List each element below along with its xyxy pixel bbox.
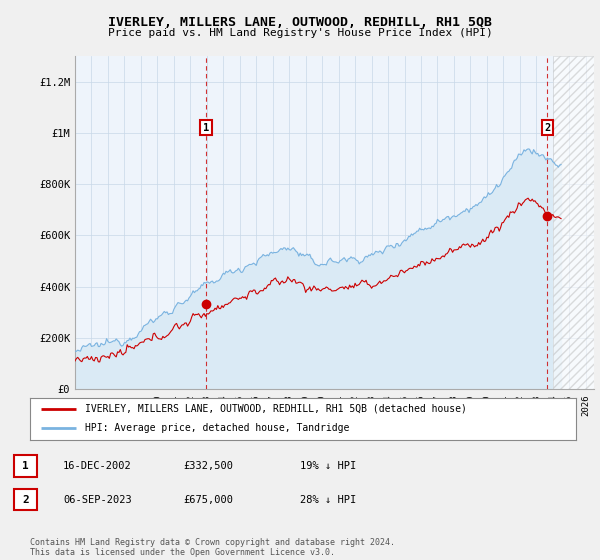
Text: Price paid vs. HM Land Registry's House Price Index (HPI): Price paid vs. HM Land Registry's House … bbox=[107, 28, 493, 38]
Text: 1: 1 bbox=[22, 461, 29, 471]
Text: 28% ↓ HPI: 28% ↓ HPI bbox=[300, 494, 356, 505]
Text: IVERLEY, MILLERS LANE, OUTWOOD, REDHILL, RH1 5QB (detached house): IVERLEY, MILLERS LANE, OUTWOOD, REDHILL,… bbox=[85, 404, 466, 414]
Text: £332,500: £332,500 bbox=[183, 461, 233, 471]
Text: 2: 2 bbox=[544, 123, 550, 133]
Bar bbox=[553, 56, 594, 389]
Text: 19% ↓ HPI: 19% ↓ HPI bbox=[300, 461, 356, 471]
Text: Contains HM Land Registry data © Crown copyright and database right 2024.
This d: Contains HM Land Registry data © Crown c… bbox=[30, 538, 395, 557]
Text: 1: 1 bbox=[203, 123, 209, 133]
Text: 06-SEP-2023: 06-SEP-2023 bbox=[63, 494, 132, 505]
Bar bbox=[553, 56, 594, 389]
Text: HPI: Average price, detached house, Tandridge: HPI: Average price, detached house, Tand… bbox=[85, 423, 349, 433]
Text: £675,000: £675,000 bbox=[183, 494, 233, 505]
Text: 2: 2 bbox=[22, 494, 29, 505]
Text: 16-DEC-2002: 16-DEC-2002 bbox=[63, 461, 132, 471]
Text: IVERLEY, MILLERS LANE, OUTWOOD, REDHILL, RH1 5QB: IVERLEY, MILLERS LANE, OUTWOOD, REDHILL,… bbox=[108, 16, 492, 29]
